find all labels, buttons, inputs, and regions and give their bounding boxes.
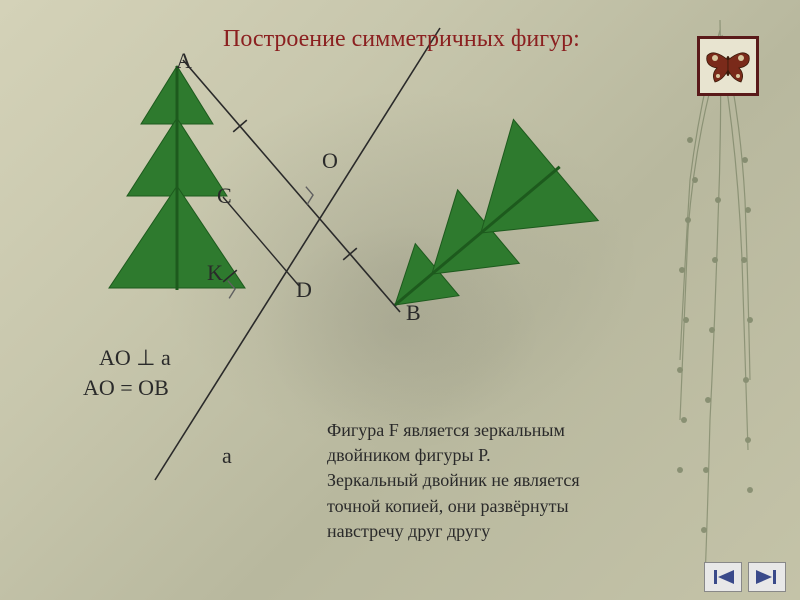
butterfly-decoration [697,36,759,96]
label-C: C [217,183,232,209]
label-K: K [207,260,223,286]
prev-button[interactable] [704,562,742,592]
next-arrow-icon [756,568,778,586]
page-title: Построение симметричных фигур: [223,26,580,53]
formula-equal: AO = OB [83,375,169,401]
tree-reflected [353,116,603,355]
description-text: Фигура F является зеркальным двойником ф… [327,418,580,544]
label-D: D [296,277,312,303]
label-O: O [322,148,338,174]
label-B: B [406,300,421,326]
formula-perpendicular: AO ⊥ a [99,345,171,371]
tree-original [109,66,245,290]
prev-arrow-icon [712,568,734,586]
label-A: A [176,48,192,74]
label-axis-a: a [222,443,232,469]
next-button[interactable] [748,562,786,592]
